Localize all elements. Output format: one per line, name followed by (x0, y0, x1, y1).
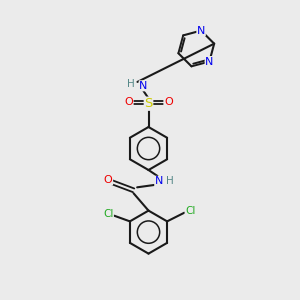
Text: H: H (167, 176, 174, 186)
Text: Cl: Cl (185, 206, 196, 216)
Text: Cl: Cl (103, 209, 113, 219)
Text: O: O (124, 97, 133, 107)
Text: N: N (205, 57, 214, 67)
Text: N: N (197, 26, 205, 36)
Text: O: O (104, 175, 112, 185)
Text: O: O (164, 97, 173, 107)
Text: N: N (139, 81, 148, 91)
Text: H: H (127, 79, 134, 89)
Text: S: S (144, 97, 153, 110)
Text: N: N (155, 176, 163, 186)
